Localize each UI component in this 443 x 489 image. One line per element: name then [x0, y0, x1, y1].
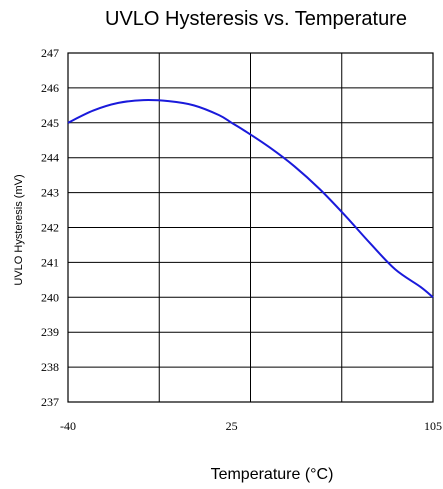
series-line [67, 99, 434, 299]
y-tick-label: 246 [41, 81, 59, 95]
y-tick-label: 239 [41, 325, 59, 339]
y-tick-label: 245 [41, 116, 59, 130]
y-tick-label: 244 [41, 151, 59, 165]
y-tick-label: 241 [41, 255, 59, 269]
x-tick-label: 105 [424, 419, 442, 433]
y-tick-label: 237 [41, 395, 59, 409]
grid [67, 52, 434, 403]
y-tick-label: 242 [41, 221, 59, 235]
x-tick-label: 25 [226, 419, 238, 433]
y-tick-label: 247 [41, 46, 59, 60]
chart-title: UVLO Hysteresis vs. Temperature [105, 8, 407, 30]
y-tick-label: 240 [41, 290, 59, 304]
y-axis-label: UVLO Hysteresis (mV) [13, 174, 25, 285]
y-tick-label: 238 [41, 360, 59, 374]
x-tick-labels: -40 25 105 [60, 419, 442, 433]
y-tick-labels: 247 246 245 244 243 242 241 240 239 238 237 [41, 46, 59, 409]
x-axis-label: Temperature (°C) [211, 466, 334, 483]
y-tick-label: 243 [41, 186, 59, 200]
series-layer [67, 99, 434, 299]
x-tick-label: -40 [60, 419, 76, 433]
